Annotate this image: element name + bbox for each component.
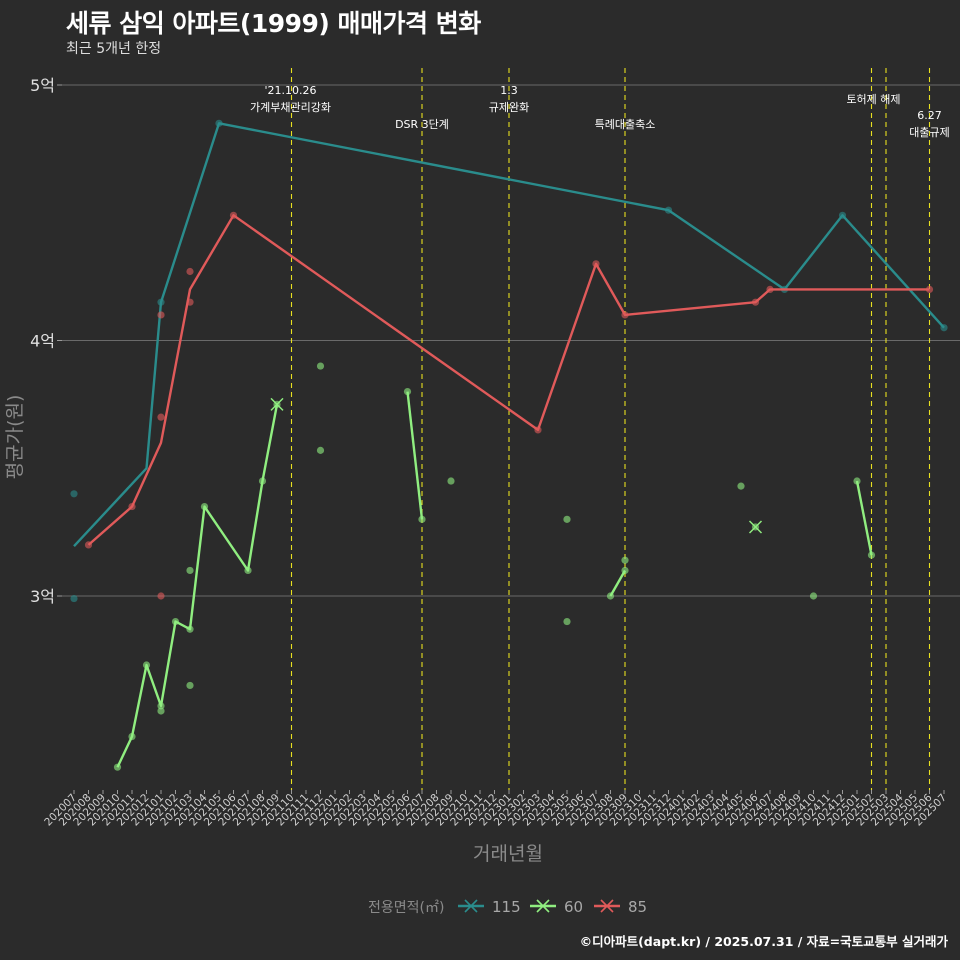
data-point-60 <box>316 362 325 370</box>
event-label: 특례대출축소 <box>595 118 656 131</box>
page-subtitle: 최근 5개년 한정 <box>66 41 162 57</box>
data-point-60 <box>809 592 818 600</box>
series-line-60 <box>116 404 279 768</box>
data-point-115 <box>70 490 78 498</box>
y-axis-title: 평균가(원) <box>4 395 26 480</box>
event-label: 토허제 해제 <box>846 92 900 106</box>
series-line-60 <box>406 391 424 520</box>
legend-label-85: 85 <box>628 898 647 916</box>
series-line-60 <box>855 480 873 556</box>
series-line-115 <box>73 122 945 548</box>
event-label: 1.3 <box>500 84 518 97</box>
data-point-60 <box>447 477 455 485</box>
data-point-60 <box>867 551 876 559</box>
data-point-60 <box>157 707 165 715</box>
event-label: '21.10.26 <box>264 84 316 97</box>
legend-label-60: 60 <box>564 898 583 916</box>
y-tick-label: 4억 <box>30 332 55 351</box>
x-axis-title: 거래년월 <box>473 843 543 865</box>
event-label: 대출규제 <box>909 126 949 139</box>
data-point-85 <box>157 311 165 319</box>
event-label: 가계부채관리강화 <box>250 101 331 114</box>
data-point-115 <box>70 594 78 603</box>
page-title: 세류 삼익 아파트(1999) 매매가격 변화 <box>66 9 481 38</box>
data-point-85 <box>157 413 165 421</box>
event-label: 6.27 <box>917 109 942 122</box>
data-point-60 <box>737 482 745 490</box>
legend-marker-60 <box>536 899 550 913</box>
x-marker-60 <box>270 397 284 411</box>
legend-marker-115 <box>464 899 478 913</box>
data-point-60 <box>316 446 325 454</box>
data-point-60 <box>186 566 194 575</box>
legend-title: 전용면적(㎡) <box>368 900 444 916</box>
data-point-85 <box>157 592 165 600</box>
data-point-60 <box>621 556 629 564</box>
series-line-60 <box>609 569 627 597</box>
legend-marker-85 <box>600 899 614 913</box>
data-point-60 <box>186 681 194 690</box>
footer-credit: ©디아파트(dapt.kr) / 2025.07.31 / 자료=국토교통부 실… <box>579 934 948 949</box>
event-label: DSR 3단계 <box>395 118 449 131</box>
data-point-85 <box>186 267 194 276</box>
legend-label-115: 115 <box>492 898 521 916</box>
data-point-60 <box>563 617 571 626</box>
data-point-60 <box>563 515 571 523</box>
series-line-85 <box>87 214 930 546</box>
event-label: 규제완화 <box>489 101 529 114</box>
y-tick-label: 5억 <box>30 76 55 95</box>
y-tick-label: 3억 <box>30 587 55 606</box>
x-marker-60 <box>748 520 763 534</box>
